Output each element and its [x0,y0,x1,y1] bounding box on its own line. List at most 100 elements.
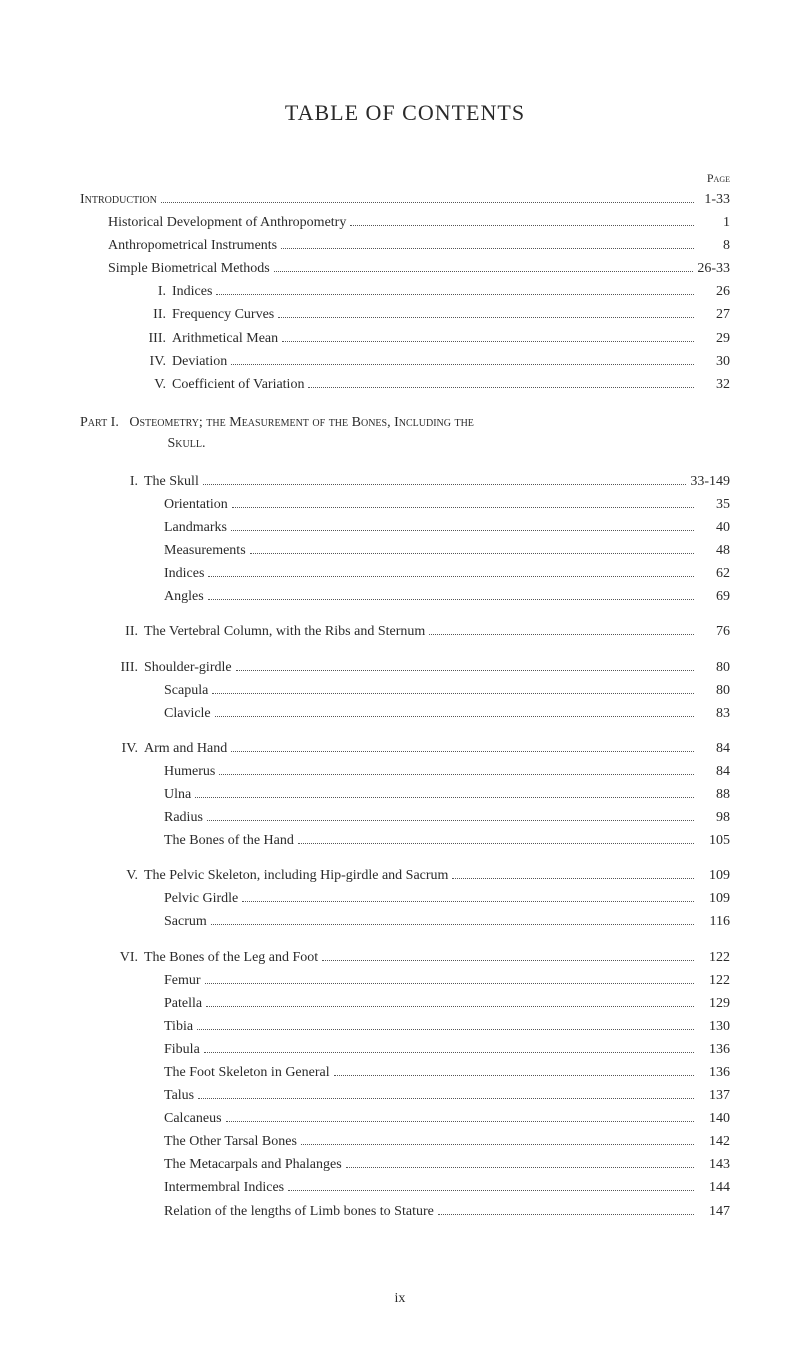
toc-leader-dots [231,751,694,752]
toc-entry: Pelvic Girdle109 [80,887,730,910]
toc-leader-dots [250,553,694,554]
toc-entry-page: 76 [698,620,730,643]
toc-entry-page: 122 [698,969,730,992]
toc-roman-numeral: IV. [108,737,138,760]
page-footer-numeral: ix [0,1291,800,1307]
toc-roman-numeral: II. [108,620,138,643]
toc-entry-label: Femur [164,969,201,992]
toc-entry-label: IV.Deviation [136,350,227,373]
toc-entry-label: Tibia [164,1015,193,1038]
toc-entry-page: 130 [698,1015,730,1038]
toc-entry-page: 122 [698,946,730,969]
toc-entry-label: IV.Arm and Hand [108,737,227,760]
toc-entry-page: 29 [698,327,730,350]
toc-entry-page: 48 [698,539,730,562]
toc-entry-label: Intermembral Indices [164,1176,284,1199]
toc-leader-dots [212,693,694,694]
toc-entry-label: Indices [164,562,204,585]
toc-entry-text: Deviation [172,354,227,369]
toc-entry-label: Landmarks [164,516,227,539]
toc-entry: V.The Pelvic Skeleton, including Hip-gir… [80,864,730,887]
toc-leader-dots [298,843,694,844]
toc-entry-page: 62 [698,562,730,585]
toc-entry-page: 136 [698,1038,730,1061]
toc-entry-label: Radius [164,806,203,829]
toc-entry-label: Simple Biometrical Methods [108,257,270,280]
toc-entry: Introduction1-33 [80,188,730,211]
toc-leader-dots [429,634,694,635]
toc-entry: Landmarks 40 [80,516,730,539]
toc-leader-dots [282,341,694,342]
toc-entry: Patella129 [80,992,730,1015]
toc-leader-dots [274,271,694,272]
toc-leader-dots [161,202,694,203]
toc-entry-label: Ulna [164,783,191,806]
toc-entry-label: The Bones of the Hand [164,829,294,852]
toc-entry: Talus137 [80,1084,730,1107]
toc-entry-page: 35 [698,493,730,516]
toc-entry: Ulna 88 [80,783,730,806]
toc-leader-dots [226,1121,694,1122]
toc-entry: Intermembral Indices144 [80,1176,730,1199]
toc-leader-dots [219,774,694,775]
toc-entry-page: 88 [698,783,730,806]
toc-entry: The Other Tarsal Bones142 [80,1130,730,1153]
toc-entry-label: Relation of the lengths of Limb bones to… [164,1200,434,1223]
toc-leader-dots [232,507,694,508]
toc-entry: The Foot Skeleton in General136 [80,1061,730,1084]
toc-entry-text: The Pelvic Skeleton, including Hip-girdl… [144,868,448,883]
toc-entry-label: Angles [164,585,204,608]
toc-entry: V.Coefficient of Variation32 [80,373,730,396]
toc-leader-dots [205,983,694,984]
toc-leader-dots [452,878,694,879]
toc-entry-page: 136 [698,1061,730,1084]
toc-entry: Historical Development of Anthropometry1 [80,211,730,234]
toc-entry: I.Indices26 [80,280,730,303]
toc-leader-dots [231,364,694,365]
toc-entry-page: 140 [698,1107,730,1130]
toc-entry-page: 143 [698,1153,730,1176]
toc-entry-label: I.The Skull [108,470,199,493]
toc-entry-page: 84 [698,737,730,760]
toc-roman-numeral: V. [136,373,166,396]
toc-entry-text: Shoulder-girdle [144,660,232,675]
toc-entry-page: 1-33 [698,188,730,211]
toc-entry-label: Anthropometrical Instruments [108,234,277,257]
toc-leader-dots [242,901,694,902]
toc-entry: Sacrum116 [80,910,730,933]
toc-entry: Anthropometrical Instruments8 [80,234,730,257]
toc-entry-label: Fibula [164,1038,200,1061]
toc-entry: Clavicle83 [80,702,730,725]
toc-entry-label: Clavicle [164,702,211,725]
toc-leader-dots [334,1075,694,1076]
toc-entry: Relation of the lengths of Limb bones to… [80,1200,730,1223]
toc-leader-dots [204,1052,694,1053]
toc-section-part: I.The Skull33-149Orientation 35 Landmarks 4… [80,470,730,1223]
toc-entry-label: II.The Vertebral Column, with the Ribs a… [108,620,425,643]
toc-entry-page: 40 [698,516,730,539]
toc-entry: The Metacarpals and Phalanges143 [80,1153,730,1176]
toc-entry-label: Orientation [164,493,228,516]
toc-entry-label: V.The Pelvic Skeleton, including Hip-gir… [108,864,448,887]
toc-entry-text: The Bones of the Leg and Foot [144,950,318,965]
toc-leader-dots [211,924,694,925]
toc-entry-label: Pelvic Girdle [164,887,238,910]
toc-leader-dots [281,248,694,249]
toc-entry-page: 84 [698,760,730,783]
toc-entry-label: III.Arithmetical Mean [136,327,278,350]
toc-roman-numeral: I. [108,470,138,493]
toc-entry: The Bones of the Hand105 [80,829,730,852]
toc-entry-label: Talus [164,1084,194,1107]
toc-entry: I.The Skull33-149 [80,470,730,493]
toc-entry: III.Shoulder-girdle80 [80,656,730,679]
toc-entry-label: Patella [164,992,202,1015]
toc-leader-dots [301,1144,694,1145]
toc-entry-label: I.Indices [136,280,212,303]
toc-entry: III.Arithmetical Mean 29 [80,327,730,350]
toc-entry-text: Indices [172,284,212,299]
toc-entry: Fibula 136 [80,1038,730,1061]
toc-entry: Radius98 [80,806,730,829]
toc-leader-dots [215,716,694,717]
toc-leader-dots [207,820,694,821]
toc-entry-page: 32 [698,373,730,396]
